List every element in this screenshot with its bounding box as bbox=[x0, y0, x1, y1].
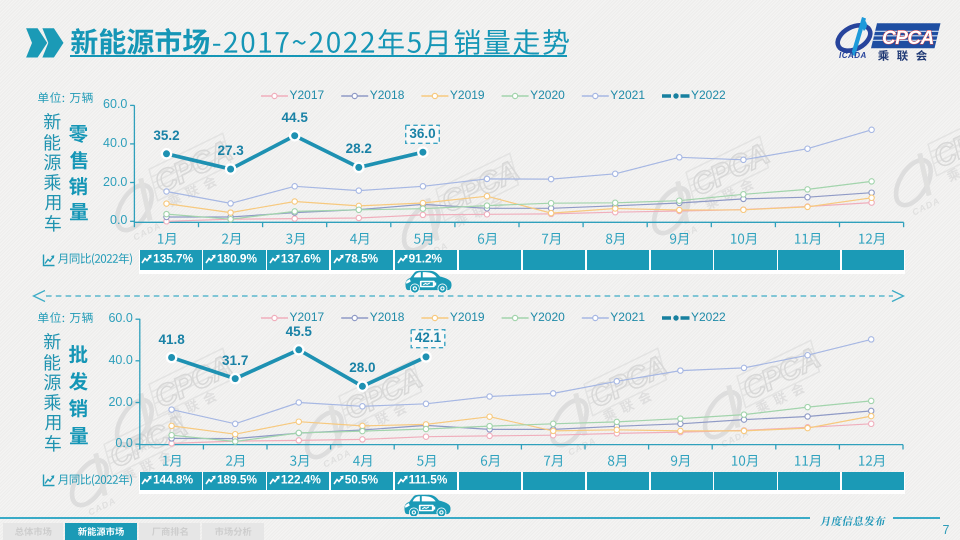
svg-text:ICADA: ICADA bbox=[839, 51, 867, 60]
svg-text:CPCA: CPCA bbox=[882, 28, 934, 49]
